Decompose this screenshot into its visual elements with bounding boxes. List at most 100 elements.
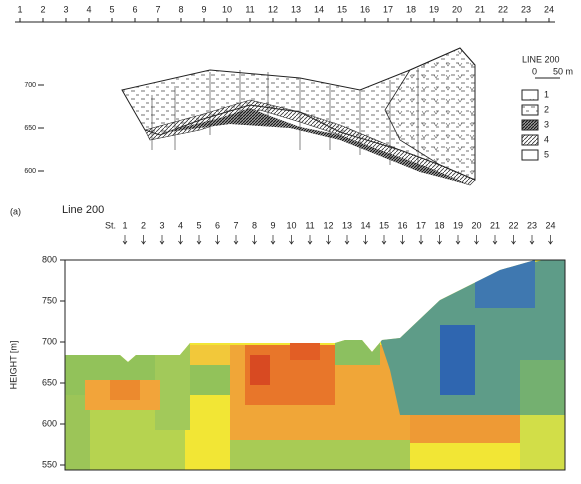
station-label: 13: [291, 4, 301, 14]
station-label: 11: [305, 220, 314, 230]
station-label: 12: [268, 4, 278, 14]
station-arrow: [196, 235, 202, 245]
station-label: 10: [286, 220, 296, 230]
station-label: 6: [215, 220, 220, 230]
y-tick-label: 700: [42, 336, 57, 346]
station-arrow: [307, 235, 313, 245]
station-label: 1: [122, 220, 127, 230]
station-label: 7: [155, 4, 160, 14]
resistivity-map: [65, 260, 565, 470]
legend-swatch: [521, 119, 539, 131]
station-label: 19: [453, 220, 463, 230]
station-arrow: [381, 235, 387, 245]
y-tick-label: 550: [42, 459, 57, 469]
station-arrow: [178, 235, 183, 245]
station-label: 24: [544, 4, 554, 14]
station-label: 17: [383, 4, 393, 14]
panel-label: (a): [10, 206, 21, 216]
station-arrow: [270, 235, 276, 245]
scale-label: 50 m: [553, 66, 573, 76]
station-label: 20: [471, 220, 481, 230]
plot-frame: [64, 259, 566, 471]
station-label: 24: [545, 220, 555, 230]
elevation-axis: 700 650 600: [24, 82, 44, 175]
station-label: 8: [252, 220, 257, 230]
legend-swatch: [521, 149, 539, 161]
station-label: 4: [178, 220, 183, 230]
station-arrow: [474, 235, 479, 245]
station-label: 10: [222, 4, 232, 14]
station-label: 11: [245, 4, 254, 14]
bottom-stations: 1 2 3 4 5 6 7 8 9 10 11 12 13 14 15 16 17 18 19 20 21 22 23 24: [122, 220, 556, 245]
station-label: 17: [416, 220, 426, 230]
station-label: 19: [429, 4, 439, 14]
station-label: 9: [270, 220, 275, 230]
station-label: 2: [141, 220, 146, 230]
station-arrow: [215, 235, 220, 245]
elevation-label: 600: [24, 168, 36, 175]
elevation-label: 700: [24, 82, 36, 89]
station-prefix: St.: [105, 220, 116, 230]
station-label: 6: [132, 4, 137, 14]
legend-label: 3: [544, 119, 549, 129]
legend: LINE 200 0 50 m 1 2 3 4 5: [521, 54, 573, 161]
station-label: 16: [360, 4, 370, 14]
station-label: 21: [490, 220, 500, 230]
station-label: 5: [196, 220, 201, 230]
y-tick-label: 800: [42, 254, 57, 264]
station-arrow: [548, 235, 553, 245]
legend-label: 2: [544, 104, 549, 114]
station-label: 18: [406, 4, 416, 14]
station-label: 3: [159, 220, 164, 230]
station-label: 15: [337, 4, 347, 14]
station-label: 22: [508, 220, 518, 230]
station-arrow: [455, 235, 461, 245]
y-tick-label: 600: [42, 418, 57, 428]
station-label: 2: [40, 4, 45, 14]
station-label: 5: [109, 4, 114, 14]
station-label: 3: [63, 4, 68, 14]
station-arrow: [326, 235, 331, 245]
elevation-label: 650: [24, 125, 36, 132]
station-label: 8: [178, 4, 183, 14]
y-axis-label: HEIGHT [m]: [8, 341, 18, 390]
top-stations: 1 2 3 4 5 6 7 8 9 10 11 12 13 14 15 16 17 18 19 20 21 22 23 24: [17, 4, 554, 22]
station-arrow: [344, 235, 350, 245]
station-arrow: [437, 235, 442, 245]
station-arrow: [122, 235, 128, 245]
station-arrow: [418, 235, 424, 245]
station-arrow: [141, 235, 146, 245]
legend-label: 5: [544, 149, 549, 159]
station-label: 13: [342, 220, 352, 230]
station-arrow: [159, 235, 165, 245]
station-label: 21: [475, 4, 485, 14]
legend-swatch: [521, 104, 539, 116]
legend-label: 1: [544, 89, 549, 99]
legend-title: LINE 200: [522, 54, 560, 64]
station-label: 14: [360, 220, 370, 230]
station-label: 15: [379, 220, 389, 230]
station-label: 12: [323, 220, 333, 230]
station-label: 20: [452, 4, 462, 14]
station-label: 18: [434, 220, 444, 230]
station-label: 14: [314, 4, 324, 14]
station-arrow: [400, 235, 405, 245]
station-label: 7: [233, 220, 238, 230]
station-label: 16: [397, 220, 407, 230]
cross-section: [121, 47, 476, 186]
station-arrow: [511, 235, 516, 245]
y-tick-label: 750: [42, 295, 57, 305]
station-label: 22: [498, 4, 508, 14]
station-label: 1: [17, 4, 22, 14]
station-label: 4: [86, 4, 91, 14]
station-label: 23: [527, 220, 537, 230]
y-tick-label: 650: [42, 377, 57, 387]
station-arrow: [529, 235, 535, 245]
station-label: 23: [521, 4, 531, 14]
station-arrow: [492, 235, 498, 245]
legend-swatch: [521, 134, 539, 146]
legend-label: 4: [544, 134, 549, 144]
legend-swatch: [521, 89, 539, 101]
scale-label: 0: [532, 66, 537, 76]
